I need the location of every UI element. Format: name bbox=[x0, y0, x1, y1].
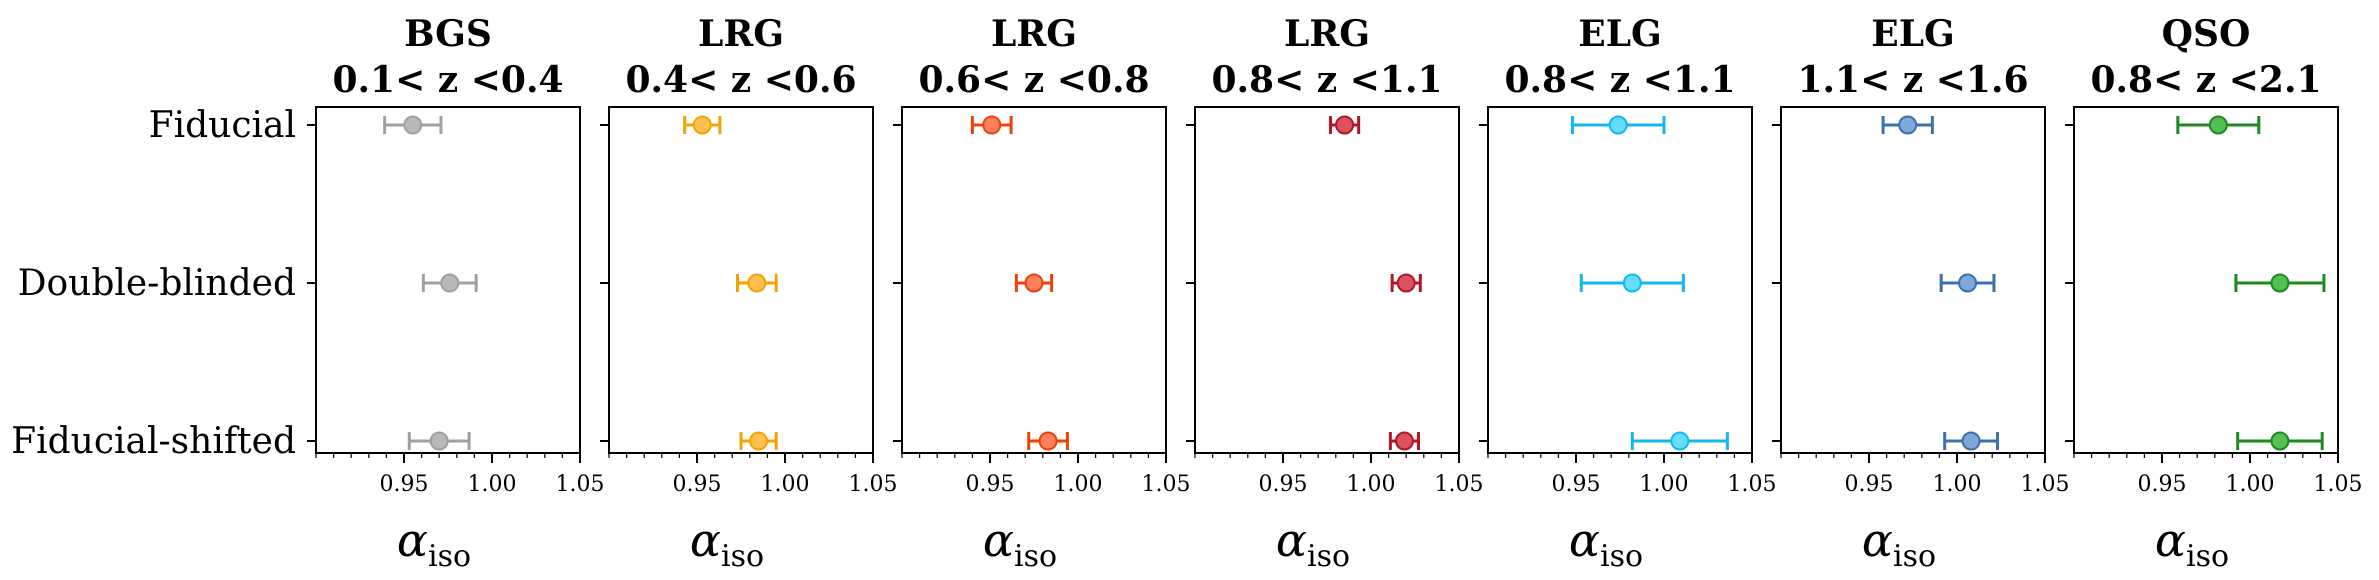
row-labels: Fiducial Double-blinded Fiducial-shifted bbox=[11, 105, 296, 462]
panel-title: LRG bbox=[991, 13, 1077, 55]
x-tick-label: 1.05 bbox=[1435, 472, 1484, 497]
panel-subtitle: 0.4< z <0.6 bbox=[625, 59, 856, 101]
plot-frame bbox=[1780, 106, 2046, 454]
x-tick-label: 1.05 bbox=[2314, 472, 2363, 497]
panel-subtitle: 0.6< z <0.8 bbox=[918, 59, 1149, 101]
x-tick-label: 1.00 bbox=[2226, 472, 2275, 497]
data-point bbox=[440, 273, 460, 293]
data-point bbox=[1608, 115, 1628, 135]
data-point bbox=[1335, 115, 1355, 135]
x-tick-label: 0.95 bbox=[380, 472, 429, 497]
panel-title: BGS bbox=[404, 13, 492, 55]
data-point bbox=[1394, 431, 1414, 451]
x-axis-label: αiso bbox=[2155, 513, 2229, 574]
data-point bbox=[1898, 115, 1918, 135]
x-axis-subscript: iso bbox=[1600, 539, 1643, 574]
data-point bbox=[429, 431, 449, 451]
x-axis-label: αiso bbox=[1569, 513, 1643, 574]
panel-subtitle: 1.1< z <1.6 bbox=[1797, 59, 2028, 101]
x-axis-label: αiso bbox=[983, 513, 1057, 574]
data-point bbox=[749, 431, 769, 451]
panel-title: LRG bbox=[1284, 13, 1370, 55]
data-point bbox=[1038, 431, 1058, 451]
panel-subtitle: 0.8< z <2.1 bbox=[2090, 59, 2321, 101]
x-axis-label: αiso bbox=[1276, 513, 1350, 574]
x-tick-label: 1.00 bbox=[1933, 472, 1982, 497]
x-axis-symbol: α bbox=[690, 513, 721, 567]
x-axis-subscript: iso bbox=[2186, 539, 2229, 574]
x-tick-label: 0.95 bbox=[1845, 472, 1894, 497]
plot-frame bbox=[901, 106, 1167, 454]
data-point bbox=[1961, 431, 1981, 451]
x-tick-label: 0.95 bbox=[2138, 472, 2187, 497]
plot-frame bbox=[1194, 106, 1460, 454]
x-tick-label: 0.95 bbox=[673, 472, 722, 497]
data-point bbox=[982, 115, 1002, 135]
data-point bbox=[403, 115, 423, 135]
x-axis-label: αiso bbox=[690, 513, 764, 574]
x-axis-label: αiso bbox=[397, 513, 471, 574]
x-axis-symbol: α bbox=[1276, 513, 1307, 567]
panel-title: LRG bbox=[698, 13, 784, 55]
data-point bbox=[2270, 431, 2290, 451]
x-tick-label: 1.00 bbox=[468, 472, 517, 497]
x-tick-label: 1.05 bbox=[849, 472, 898, 497]
data-point bbox=[1396, 273, 1416, 293]
x-tick-label: 1.05 bbox=[556, 472, 605, 497]
plot-frame bbox=[608, 106, 874, 454]
x-tick-label: 1.05 bbox=[1728, 472, 1777, 497]
x-tick-label: 1.05 bbox=[1142, 472, 1191, 497]
data-point bbox=[2270, 273, 2290, 293]
data-point bbox=[1958, 273, 1978, 293]
x-axis-symbol: α bbox=[397, 513, 428, 567]
x-axis-subscript: iso bbox=[1014, 539, 1057, 574]
x-axis-symbol: α bbox=[2155, 513, 2186, 567]
data-point bbox=[2208, 115, 2228, 135]
x-tick-label: 0.95 bbox=[966, 472, 1015, 497]
x-tick-label: 0.95 bbox=[1259, 472, 1308, 497]
panel-subtitle: 0.8< z <1.1 bbox=[1504, 59, 1735, 101]
plot-frame bbox=[315, 106, 581, 454]
x-axis-symbol: α bbox=[983, 513, 1014, 567]
panel-title: ELG bbox=[1871, 13, 1955, 55]
data-point bbox=[1622, 273, 1642, 293]
panel-subtitle: 0.8< z <1.1 bbox=[1211, 59, 1442, 101]
data-point bbox=[692, 115, 712, 135]
x-tick-label: 1.00 bbox=[761, 472, 810, 497]
data-point bbox=[1670, 431, 1690, 451]
x-axis-symbol: α bbox=[1569, 513, 1600, 567]
x-tick-label: 0.95 bbox=[1552, 472, 1601, 497]
x-axis-subscript: iso bbox=[1893, 539, 1936, 574]
x-axis-symbol: α bbox=[1862, 513, 1893, 567]
x-tick-label: 1.05 bbox=[2021, 472, 2070, 497]
x-axis-subscript: iso bbox=[428, 539, 471, 574]
row-label: Fiducial bbox=[149, 105, 296, 146]
row-label: Fiducial-shifted bbox=[11, 421, 296, 462]
x-axis-subscript: iso bbox=[721, 539, 764, 574]
plot-frame bbox=[2073, 106, 2339, 454]
x-axis-subscript: iso bbox=[1307, 539, 1350, 574]
row-label: Double-blinded bbox=[18, 263, 296, 304]
panel-subtitle: 0.1< z <0.4 bbox=[332, 59, 563, 101]
x-tick-label: 1.00 bbox=[1640, 472, 1689, 497]
data-point bbox=[747, 273, 767, 293]
x-axis-label: αiso bbox=[1862, 513, 1936, 574]
data-point bbox=[1024, 273, 1044, 293]
panel-title: ELG bbox=[1578, 13, 1662, 55]
x-tick-label: 1.00 bbox=[1347, 472, 1396, 497]
x-tick-label: 1.00 bbox=[1054, 472, 1103, 497]
panel-title: QSO bbox=[2162, 13, 2251, 55]
plot-frame bbox=[1487, 106, 1753, 454]
